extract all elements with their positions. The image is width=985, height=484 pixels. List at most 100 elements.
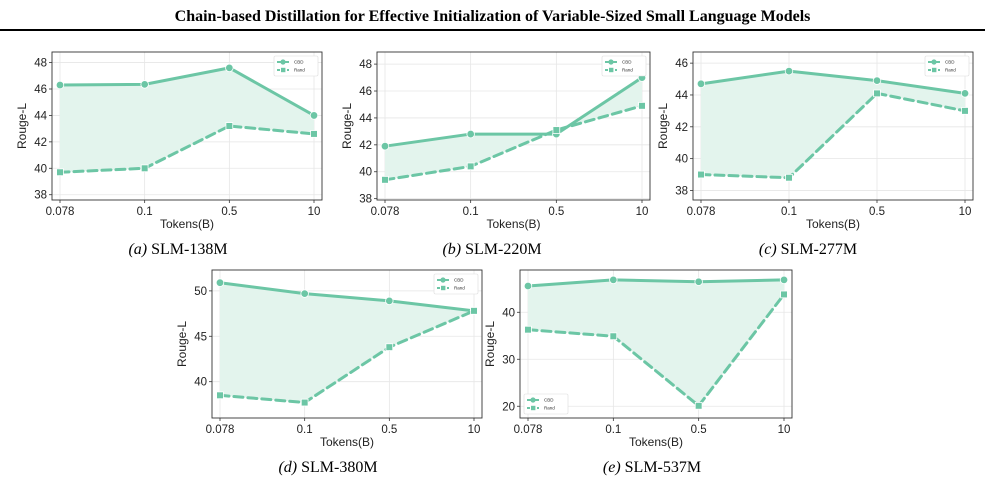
y-tick-label: 40	[194, 377, 207, 389]
page-header: Chain-based Distillation for Effective I…	[0, 0, 985, 38]
y-axis-title: Rouge-L	[15, 103, 29, 149]
y-tick-label: 42	[675, 122, 688, 134]
caption-text: SLM-277M	[780, 241, 858, 258]
rand-point	[552, 126, 561, 134]
caption-tag: (e)	[602, 459, 621, 476]
cbd-line	[526, 278, 786, 288]
x-tick-label: 0.5	[691, 424, 707, 436]
legend-marker-circle	[530, 397, 536, 403]
chart-slm-138m: 38 40 42 44 46 48 0.078 0.1 0.5 10 Tokens(B) Rouge-…	[15, 51, 323, 231]
x-tick-label: 10	[778, 424, 791, 436]
x-tick-label: 0.1	[297, 424, 313, 436]
y-tick-label: 42	[34, 137, 47, 149]
gap-area	[220, 282, 474, 403]
cbd-point	[609, 275, 618, 285]
x-tick-label: 0.078	[206, 424, 235, 436]
x-tick-label: 0.078	[46, 206, 75, 218]
y-axis-title: Rouge-L	[483, 321, 497, 367]
caption-text: SLM-380M	[301, 459, 378, 476]
plot-frame	[376, 51, 651, 201]
cbd-point	[872, 76, 882, 85]
y-tick-label: 50	[194, 286, 207, 298]
rand-point	[385, 343, 394, 351]
x-tick-label: 10	[308, 206, 321, 218]
x-tick-label: 0.5	[381, 424, 397, 436]
x-tick-label: 10	[468, 424, 481, 436]
y-tick-label: 38	[359, 194, 372, 206]
rand-line	[699, 91, 967, 180]
cbd-point	[225, 63, 234, 73]
rand-point	[873, 89, 881, 98]
legend-label: CBD	[622, 60, 632, 65]
x-tick-label: 0.5	[221, 206, 237, 218]
plot-frame	[692, 51, 974, 201]
rand-line	[526, 292, 786, 408]
legend-marker-square	[609, 67, 614, 73]
cbd-point	[55, 80, 65, 90]
chart-slm-380m: 40 45 50 0.078 0.1 0.5 10 Tokens(B) Rouge-L CBD Ra…	[175, 269, 483, 449]
legend-label: Rand	[544, 406, 555, 411]
x-tick-label: 0.5	[548, 206, 564, 218]
y-axis-title: Rouge-L	[175, 321, 189, 367]
caption-tag: (c)	[758, 241, 777, 258]
y-tick-label: 44	[359, 113, 372, 125]
chart-slm-277m: 38 40 42 44 46 0.078 0.1 0.5 10 Tokens(B) Rouge-L C…	[656, 51, 974, 231]
rand-point	[638, 102, 646, 110]
caption-tag: (a)	[128, 241, 148, 258]
caption-text: SLM-138M	[151, 241, 228, 258]
y-axis-title: Rouge-L	[340, 103, 354, 149]
cbd-point	[466, 129, 475, 139]
cbd-point	[215, 278, 225, 287]
y-tick-label: 30	[502, 354, 515, 366]
legend-label: CBD	[454, 278, 464, 283]
y-tick-label: 40	[34, 163, 47, 175]
rand-line	[218, 309, 476, 405]
chart-slm-537m: 20 30 40 0.078 0.1 0.5 10 Tokens(B) Rouge-L CBD Ra…	[483, 269, 793, 449]
legend-label: Rand	[454, 286, 465, 291]
y-tick-label: 44	[34, 110, 47, 122]
y-tick-label: 48	[34, 58, 47, 70]
header-divider	[0, 29, 985, 31]
x-axis-title: Tokens(B)	[486, 217, 540, 231]
cbd-point	[523, 281, 533, 291]
x-tick-label: 0.1	[463, 206, 479, 218]
cbd-point	[140, 80, 149, 89]
rand-point	[225, 122, 234, 130]
gap-area	[528, 279, 784, 406]
legend-marker-circle	[280, 59, 286, 65]
rand-point	[300, 398, 309, 407]
legend-label: Rand	[294, 68, 305, 73]
caption-e: (e) SLM-537M	[603, 459, 701, 477]
caption-text: SLM-537M	[624, 459, 702, 476]
legend-label: Rand	[945, 68, 956, 73]
cbd-line	[699, 69, 967, 95]
x-tick-label: 0.1	[781, 206, 797, 218]
cbd-line	[58, 66, 316, 117]
cbd-line	[383, 76, 644, 148]
cbd-point	[300, 289, 309, 298]
cbd-point	[960, 89, 970, 98]
legend-marker-square	[932, 67, 937, 73]
y-tick-label: 42	[359, 140, 372, 152]
x-tick-label: 0.1	[605, 424, 621, 436]
y-tick-label: 48	[359, 59, 372, 71]
rand-point	[961, 107, 969, 115]
caption-b: (b) SLM-220M	[442, 241, 541, 259]
y-tick-label: 46	[675, 58, 688, 70]
y-tick-label: 46	[34, 84, 47, 96]
legend-marker-square	[531, 405, 536, 411]
rand-point	[381, 176, 389, 184]
rand-line	[58, 124, 316, 174]
y-tick-label: 40	[675, 154, 688, 166]
legend-marker-circle	[440, 277, 446, 283]
rand-point	[697, 170, 705, 179]
rand-point	[780, 290, 788, 299]
cbd-point	[779, 275, 789, 285]
legend-marker-square	[281, 67, 286, 73]
caption-text: SLM-220M	[465, 241, 542, 258]
rand-point	[216, 391, 224, 400]
plot-frame	[211, 269, 483, 419]
rand-point	[466, 162, 475, 171]
chart-slm-220m: 38 40 42 44 46 48 0.078 0.1 0.5 10 Tokens(B) Rouge-…	[340, 51, 651, 231]
caption-a: (a) SLM-138M	[128, 241, 227, 259]
